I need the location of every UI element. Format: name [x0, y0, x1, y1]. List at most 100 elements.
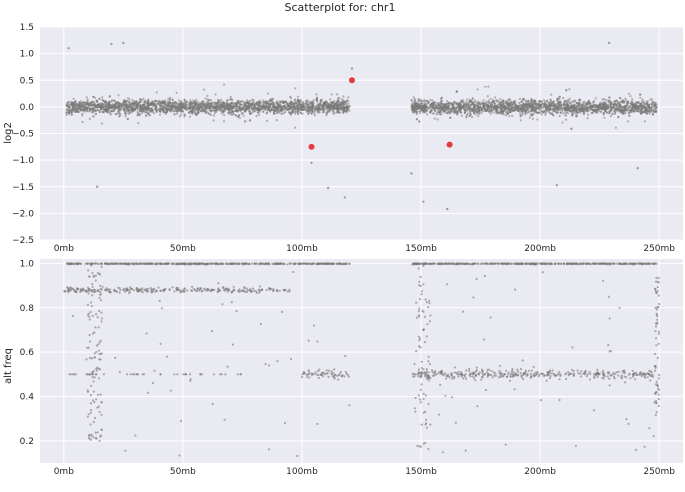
log2-point: [267, 92, 269, 94]
log2-point: [329, 98, 331, 100]
log2-point: [111, 100, 113, 102]
log2-point: [569, 98, 571, 100]
log2-point: [183, 115, 185, 117]
log2-point: [441, 100, 443, 102]
log2-point: [97, 109, 99, 111]
log2-point: [426, 110, 428, 112]
log2-point: [207, 112, 209, 114]
log2-point: [609, 111, 611, 113]
log2-point: [326, 106, 328, 108]
log2-point: [337, 97, 339, 99]
log2-point: [622, 101, 624, 103]
log2-point: [112, 105, 114, 107]
log2-point: [307, 105, 309, 107]
log2-point: [503, 113, 505, 115]
log2-point: [487, 95, 489, 97]
log2-point: [147, 105, 149, 107]
log2-point: [436, 118, 438, 120]
log2-point: [455, 107, 457, 109]
log2-point: [186, 108, 188, 110]
log2-point: [604, 109, 606, 111]
log2-point: [614, 103, 616, 105]
log2-point: [117, 113, 119, 115]
log2-point: [499, 101, 501, 103]
log2-point: [463, 107, 465, 109]
log2-point: [89, 118, 91, 120]
log2-point: [418, 120, 420, 122]
log2-point: [629, 95, 631, 97]
log2-point: [307, 101, 309, 103]
log2-point: [70, 109, 72, 111]
log2-point: [216, 102, 218, 104]
log2-point: [577, 105, 579, 107]
log2-point: [276, 119, 278, 121]
log2-point: [494, 112, 496, 114]
log2-point: [583, 113, 585, 115]
log2-point: [223, 105, 225, 107]
log2-point: [92, 109, 94, 111]
log2-point: [322, 109, 324, 111]
y-tick-label: −2.5: [12, 236, 34, 246]
log2-point: [72, 109, 74, 111]
log2-point: [651, 101, 653, 103]
log2-point: [496, 101, 498, 103]
log2-point: [185, 104, 187, 106]
log2-point: [142, 110, 144, 112]
log2-point: [541, 113, 543, 115]
log2-point: [625, 105, 627, 107]
log2-point: [118, 109, 120, 111]
log2-point: [575, 106, 577, 108]
log2-y-ticks: −2.5−2.0−1.5−1.0−0.50.00.51.01.5: [12, 23, 34, 246]
log2-point: [595, 111, 597, 113]
log2-point: [130, 108, 132, 110]
log2-point: [92, 115, 94, 117]
log2-point: [191, 102, 193, 104]
log2-point: [593, 109, 595, 111]
log2-point: [336, 106, 338, 108]
log2-point: [494, 96, 496, 98]
log2-point: [338, 107, 340, 109]
y-tick-label: −1.5: [12, 183, 34, 193]
log2-point: [276, 107, 278, 109]
log2-point: [266, 112, 268, 114]
log2-point: [471, 116, 473, 118]
log2-point: [303, 102, 305, 104]
log2-point: [147, 103, 149, 105]
x-tick-label: 50mb: [170, 244, 196, 254]
log2-point: [347, 96, 349, 98]
x-tick-label: 0mb: [54, 244, 74, 254]
log2-point: [616, 106, 618, 108]
log2-point: [578, 108, 580, 110]
log2-point: [207, 106, 209, 108]
log2-point: [345, 110, 347, 112]
y-tick-label: −1.0: [12, 156, 34, 166]
log2-point: [519, 98, 521, 100]
log2-point: [243, 104, 245, 106]
log2-point: [484, 108, 486, 110]
log2-point: [565, 119, 567, 121]
log2-point: [559, 108, 561, 110]
log2-point: [557, 106, 559, 108]
log2-point: [546, 110, 548, 112]
log2-point: [610, 115, 612, 117]
log2-point: [255, 115, 257, 117]
log2-point: [488, 111, 490, 113]
log2-point: [117, 94, 119, 96]
log2-point: [137, 113, 139, 115]
log2-point: [70, 111, 72, 113]
log2-point: [467, 103, 469, 105]
log2-point: [115, 113, 117, 115]
log2-point: [634, 105, 636, 107]
log2-point: [614, 111, 616, 113]
log2-point: [297, 96, 299, 98]
log2-point: [348, 110, 350, 112]
log2-point: [106, 111, 108, 113]
log2-point: [75, 105, 77, 107]
log2-point: [173, 113, 175, 115]
log2-point: [411, 102, 413, 104]
log2-point: [460, 100, 462, 102]
log2-point: [432, 105, 434, 107]
log2-point: [235, 114, 237, 116]
log2-point: [319, 103, 321, 105]
log2-point: [167, 104, 169, 106]
